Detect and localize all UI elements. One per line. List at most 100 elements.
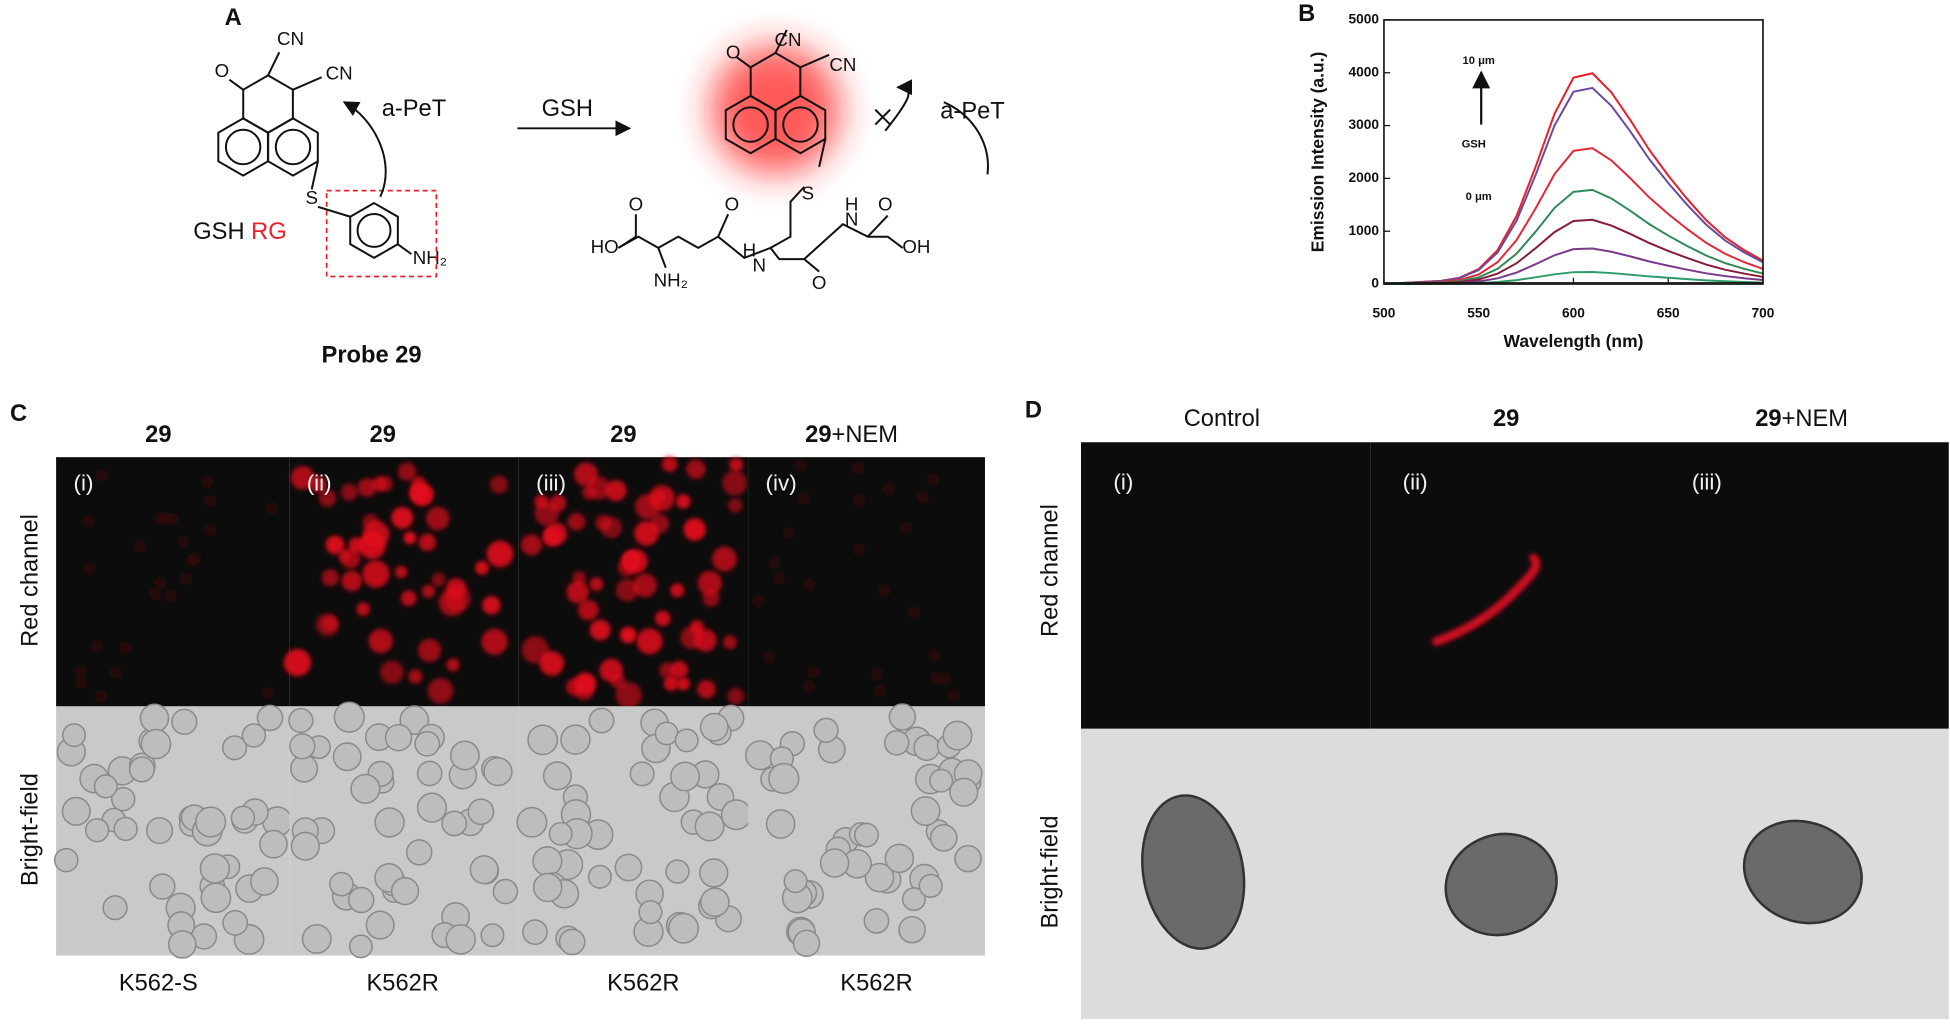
cell-fluorescence — [659, 662, 676, 679]
cell-faint — [74, 676, 88, 689]
panel-label: B — [1298, 1, 1315, 27]
annotation: 0 μm — [1466, 191, 1492, 203]
atom: NH₂ — [654, 269, 688, 290]
red-channel-image — [56, 457, 290, 707]
cell-fluorescence — [621, 550, 641, 571]
cell-fluorescence — [362, 520, 390, 548]
cell-fluorescence — [545, 522, 568, 545]
cell — [200, 882, 232, 914]
cell-fluorescence — [697, 570, 723, 596]
cell — [128, 756, 155, 783]
y-tick-label: 4000 — [1348, 64, 1379, 79]
cell — [783, 869, 808, 894]
bond — [774, 29, 788, 54]
cell — [588, 707, 615, 734]
ring — [242, 74, 294, 134]
cell — [813, 717, 839, 743]
cell-fluorescence — [663, 675, 679, 691]
cell — [560, 724, 591, 755]
cell-fluorescence — [409, 483, 428, 502]
cell-fluorescence — [574, 462, 599, 487]
cell — [241, 723, 267, 748]
cell — [445, 924, 477, 955]
block-cross — [874, 108, 891, 126]
atom: O — [878, 193, 893, 214]
aromatic-ring — [224, 128, 262, 166]
cell-fluorescence — [427, 678, 454, 704]
cell-faint — [871, 667, 884, 681]
row-label: Bright-field — [17, 773, 43, 886]
cell — [629, 761, 655, 787]
cell — [548, 821, 573, 846]
atom: NH₂ — [413, 247, 447, 268]
cell — [288, 707, 314, 734]
aromatic-ring — [732, 106, 769, 143]
cell — [667, 912, 700, 944]
cell — [522, 919, 548, 946]
cell — [449, 740, 480, 771]
cell-fluorescence — [729, 457, 744, 472]
cell — [113, 816, 138, 842]
cell-faint — [807, 665, 821, 678]
cell-faint — [928, 648, 941, 662]
cell-fluorescence — [418, 533, 437, 552]
header-main: 29 — [610, 422, 636, 448]
cell — [532, 872, 563, 903]
cell — [819, 848, 850, 878]
atom: N — [753, 255, 767, 276]
image-index: (ii) — [307, 471, 332, 496]
cell — [289, 733, 316, 760]
panel-b: B 0 1000 2000 3000 4000 5000 500 550 600 650 700 Wav… — [1298, 1, 1775, 351]
cell — [405, 839, 433, 866]
probe-name-highlight: RG — [251, 219, 286, 245]
bond — [800, 53, 830, 69]
image-index: (i) — [74, 471, 94, 496]
cell-faint — [188, 552, 202, 565]
cell-fluorescence — [566, 580, 590, 604]
cell — [61, 796, 91, 826]
cell — [384, 723, 413, 752]
cell-fluorescence — [615, 682, 642, 709]
cell-faint — [803, 679, 816, 693]
cell — [139, 703, 170, 734]
bond — [803, 214, 889, 260]
cell-faint — [751, 595, 765, 608]
cell — [768, 762, 800, 795]
cell-fluorescence — [425, 506, 450, 531]
cell-fluorescence — [321, 569, 339, 587]
atom: S — [802, 182, 814, 203]
cell-fluorescence — [368, 629, 393, 654]
cell-faint — [95, 469, 109, 482]
cell-fluorescence — [446, 658, 460, 672]
cell-fluorescence — [619, 626, 637, 644]
bond — [267, 51, 281, 76]
probe-label: Probe 29 — [322, 343, 422, 369]
cell-faint — [927, 473, 940, 486]
cell — [883, 730, 910, 756]
cell — [929, 768, 954, 793]
mechanism-label: a-PeT — [382, 96, 446, 122]
x-tick-label: 600 — [1562, 306, 1585, 321]
cell — [145, 816, 174, 845]
cell — [256, 704, 284, 732]
cell-fluorescence — [534, 501, 560, 526]
cell-fluorescence — [655, 610, 671, 627]
cell — [416, 792, 448, 823]
cell — [199, 853, 231, 884]
cell — [348, 934, 373, 959]
cell — [390, 876, 420, 906]
row-label: Red channel — [1037, 504, 1063, 637]
cell-fluorescence — [567, 512, 586, 531]
cell-fluorescence — [397, 462, 417, 481]
cell-fluorescence — [490, 475, 508, 494]
pet-arrow — [943, 101, 989, 175]
atom: HO — [591, 236, 619, 257]
cell-fluorescence — [431, 572, 446, 587]
cell-fluorescence — [722, 470, 748, 496]
atom: CN — [326, 63, 353, 84]
cell-faint — [803, 578, 816, 591]
column-header: Control — [1184, 406, 1260, 432]
cell — [469, 855, 499, 885]
red-channel-image — [1659, 442, 1949, 729]
